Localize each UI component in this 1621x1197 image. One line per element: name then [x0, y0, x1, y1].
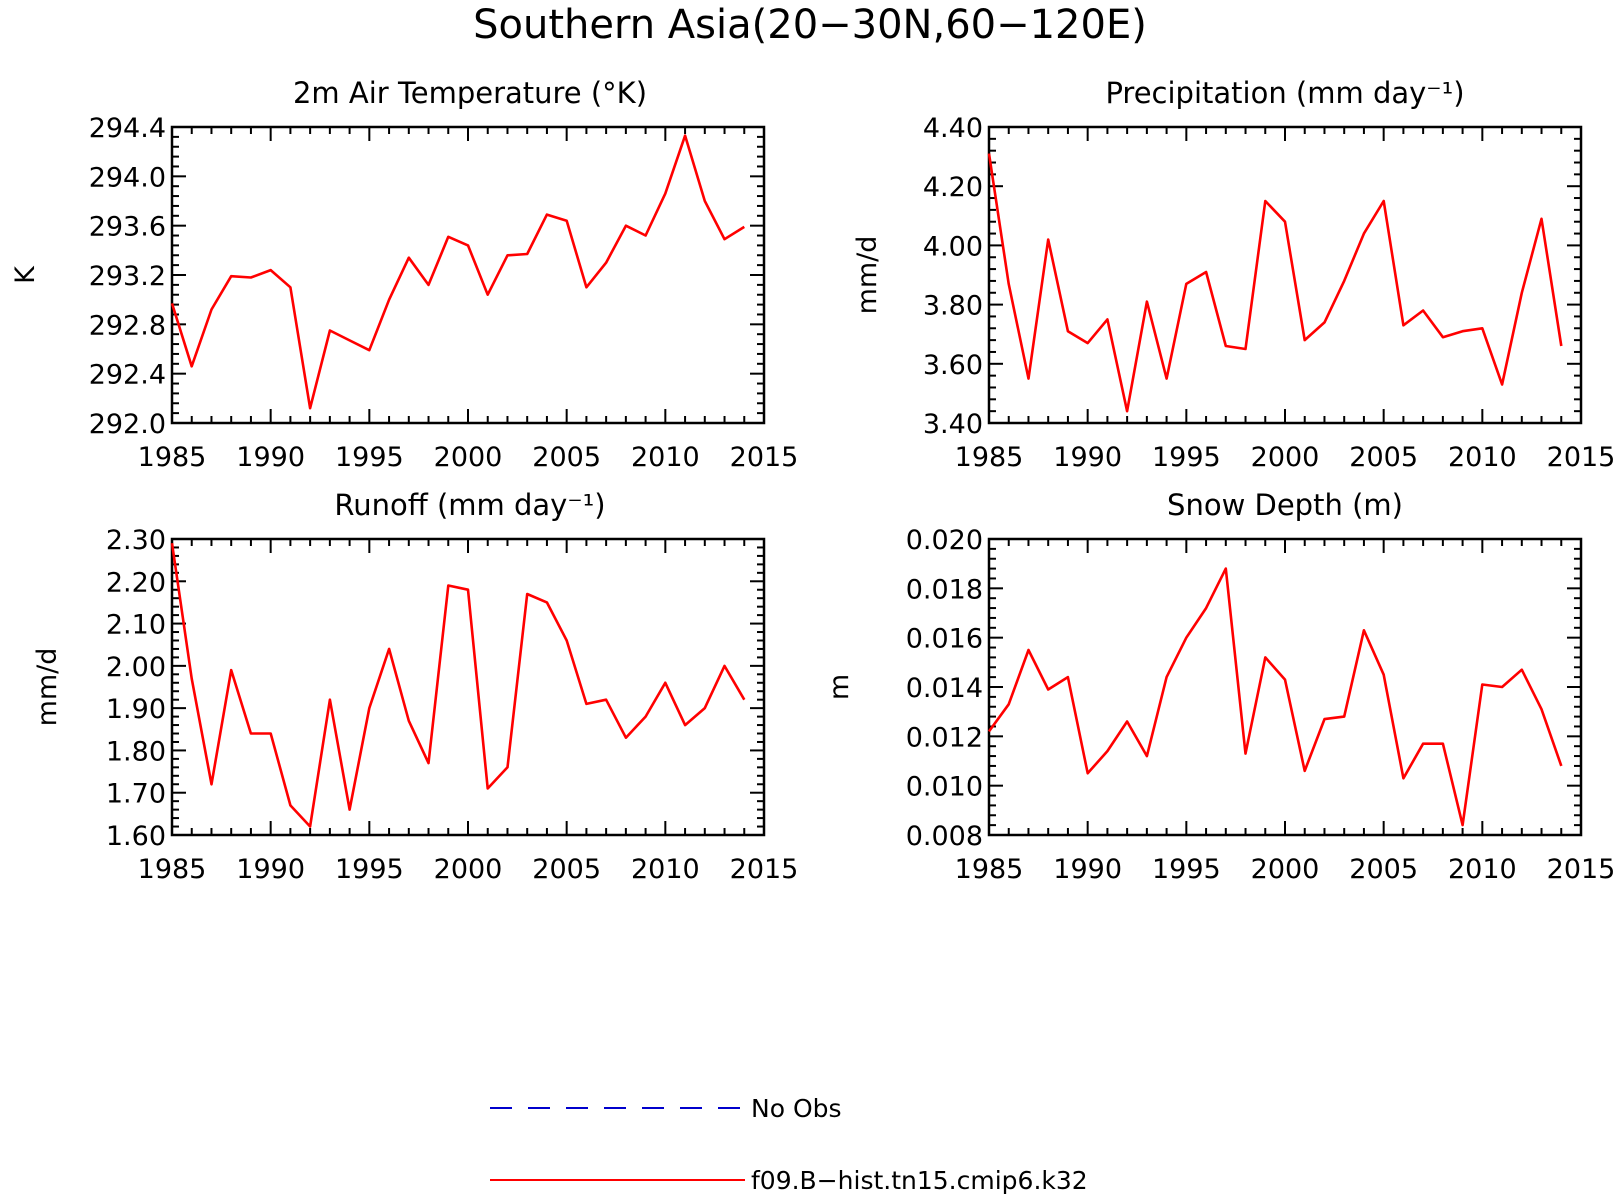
y-tick-label: 4.40	[923, 113, 983, 144]
x-tick-label: 1990	[1053, 442, 1122, 473]
y-tick-label: 2.00	[106, 652, 166, 683]
y-tick-label: 293.2	[89, 261, 166, 292]
y-axis-label-precipitation: mm/d	[852, 236, 883, 315]
y-tick-label: 293.6	[89, 212, 166, 243]
x-tick-label: 2005	[1349, 854, 1418, 885]
x-tick-label: 2010	[1448, 854, 1517, 885]
y-tick-label: 0.016	[906, 624, 983, 655]
x-tick-label: 1995	[335, 854, 404, 885]
y-tick-label: 2.30	[106, 525, 166, 556]
x-tick-label: 2010	[1448, 442, 1517, 473]
y-axis-label-runoff: mm/d	[32, 648, 63, 727]
x-tick-label: 2005	[532, 854, 601, 885]
panel-title-runoff: Runoff (mm day⁻¹)	[334, 488, 605, 522]
series-line-runoff	[170, 543, 746, 828]
x-tick-label: 2000	[1251, 854, 1320, 885]
x-tick-label: 1985	[138, 854, 207, 885]
y-tick-label: 1.90	[106, 694, 166, 725]
x-tick-label: 2000	[434, 854, 503, 885]
y-tick-label: 4.00	[923, 231, 983, 262]
y-tick-label: 0.008	[906, 821, 983, 852]
panel-precipitation: Precipitation (mm day⁻¹) 3.40 3.60 3.80 4.0…	[852, 76, 1615, 473]
panel-title-temperature: 2m Air Temperature (°K)	[293, 76, 647, 110]
panel-temperature: 2m Air Temperature (°K) 292.0 292.4 292.8 2…	[10, 76, 798, 473]
plot-frame-precipitation	[987, 125, 1583, 425]
y-tick-label: 0.012	[906, 722, 983, 753]
y-tick-label: 0.020	[906, 525, 983, 556]
panel-snow-depth: Snow Depth (m) 0.008 0.010 0.012 0.014 0.016…	[824, 488, 1615, 885]
series-line-precipitation	[987, 153, 1563, 413]
x-tick-label: 1995	[335, 442, 404, 473]
y-tick-label: 0.010	[906, 772, 983, 803]
x-tick-label: 2005	[1349, 442, 1418, 473]
y-axis-label-temperature: K	[10, 265, 41, 284]
x-tick-label: 1985	[955, 442, 1024, 473]
x-tick-label: 2015	[1547, 854, 1616, 885]
legend-label-no-obs: No Obs	[751, 1094, 842, 1123]
y-tick-label: 292.0	[89, 409, 166, 440]
y-axis-label-snow-depth: m	[824, 674, 855, 700]
panel-runoff: Runoff (mm day⁻¹) 1.60 1.70 1.80 1.90 2.00 2.…	[32, 488, 798, 885]
y-tick-label: 3.40	[923, 409, 983, 440]
x-tick-label: 1990	[1053, 854, 1122, 885]
y-tick-label: 1.60	[106, 821, 166, 852]
y-tick-label: 2.20	[106, 567, 166, 598]
figure-title: Southern Asia(20−30N,60−120E)	[473, 2, 1147, 48]
y-tick-label: 2.10	[106, 610, 166, 641]
y-tick-label: 3.80	[923, 291, 983, 322]
x-tick-label: 1990	[236, 854, 305, 885]
legend: No Obs f09.B−hist.tn15.cmip6.k32	[490, 1094, 1088, 1195]
x-tick-label: 2015	[730, 442, 799, 473]
x-tick-label: 2000	[1251, 442, 1320, 473]
x-tick-label: 2015	[730, 854, 799, 885]
legend-label-model: f09.B−hist.tn15.cmip6.k32	[751, 1166, 1088, 1195]
panel-title-snow-depth: Snow Depth (m)	[1167, 488, 1403, 522]
x-tick-label: 2010	[631, 854, 700, 885]
y-tick-label: 292.8	[89, 310, 166, 341]
y-tick-label: 3.60	[923, 350, 983, 381]
x-tick-label: 2010	[631, 442, 700, 473]
x-tick-label: 1990	[236, 442, 305, 473]
panel-title-precipitation: Precipitation (mm day⁻¹)	[1105, 76, 1464, 110]
x-tick-label: 1985	[138, 442, 207, 473]
y-tick-label: 1.70	[106, 779, 166, 810]
plot-frame-runoff	[170, 537, 766, 837]
y-tick-label: 294.0	[89, 162, 166, 193]
y-tick-label: 4.20	[923, 172, 983, 203]
y-tick-label: 1.80	[106, 736, 166, 767]
series-line-temperature	[170, 134, 745, 410]
x-tick-label: 2000	[434, 442, 503, 473]
y-tick-label: 294.4	[89, 113, 166, 144]
y-tick-label: 292.4	[89, 360, 166, 391]
x-tick-label: 1985	[955, 854, 1024, 885]
x-tick-label: 2015	[1547, 442, 1616, 473]
series-line-snow-depth	[987, 567, 1563, 827]
x-tick-label: 1995	[1152, 854, 1221, 885]
y-tick-label: 0.014	[906, 673, 983, 704]
x-tick-label: 1995	[1152, 442, 1221, 473]
x-tick-label: 2005	[532, 442, 601, 473]
y-tick-label: 0.018	[906, 574, 983, 605]
